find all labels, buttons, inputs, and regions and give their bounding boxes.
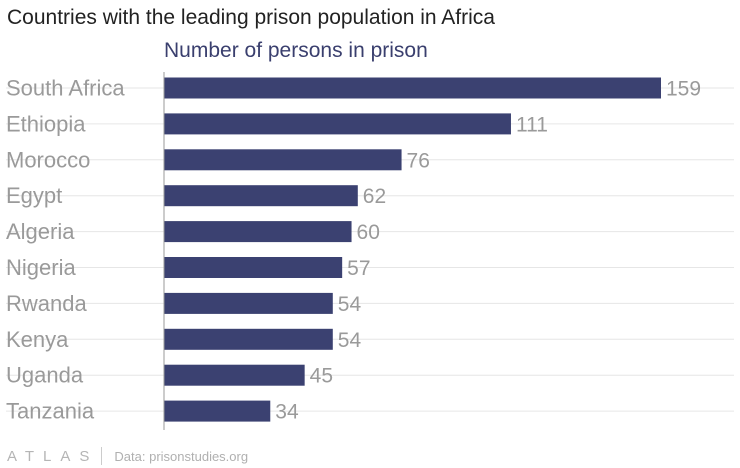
chart-title: Countries with the leading prison popula… xyxy=(7,6,495,29)
category-label: Ethiopia xyxy=(6,111,86,136)
footer: ATLAS Data: prisonstudies.org xyxy=(7,446,248,466)
chart-subtitle: Number of persons in prison xyxy=(164,39,428,62)
atlas-logo: ATLAS xyxy=(7,447,99,465)
value-label: 34 xyxy=(275,401,299,424)
value-label: 76 xyxy=(407,149,430,172)
value-label: 62 xyxy=(363,185,386,208)
category-label: Uganda xyxy=(6,363,84,388)
bar-egypt xyxy=(164,185,358,207)
category-label: South Africa xyxy=(6,76,125,101)
value-label: 111 xyxy=(516,113,548,136)
data-source: Data: prisonstudies.org xyxy=(114,448,249,464)
bar-kenya xyxy=(164,328,333,350)
category-label: Egypt xyxy=(6,183,62,208)
value-label: 60 xyxy=(357,221,380,244)
category-label: Algeria xyxy=(6,219,75,244)
value-label: 57 xyxy=(347,257,370,280)
category-label: Nigeria xyxy=(6,255,76,280)
value-label: 54 xyxy=(338,329,362,352)
value-label: 159 xyxy=(666,78,701,101)
bar-algeria xyxy=(164,221,352,243)
category-label: Kenya xyxy=(6,327,69,352)
bar-morocco xyxy=(164,149,402,171)
bar-ethiopia xyxy=(164,113,511,135)
bar-uganda xyxy=(164,364,305,386)
footer-divider xyxy=(101,447,103,465)
bar-rwanda xyxy=(164,292,333,314)
bar-nigeria xyxy=(164,257,343,278)
category-label: Morocco xyxy=(6,147,90,172)
bar-tanzania xyxy=(164,400,271,422)
bar-south-africa xyxy=(164,77,661,99)
category-label: Rwanda xyxy=(6,291,87,316)
category-label: Tanzania xyxy=(6,399,95,424)
bar-chart: South Africa 159 Ethiopia 111 Morocco 76 Egypt… xyxy=(6,72,734,430)
value-label: 54 xyxy=(338,293,362,316)
value-label: 45 xyxy=(310,365,333,388)
